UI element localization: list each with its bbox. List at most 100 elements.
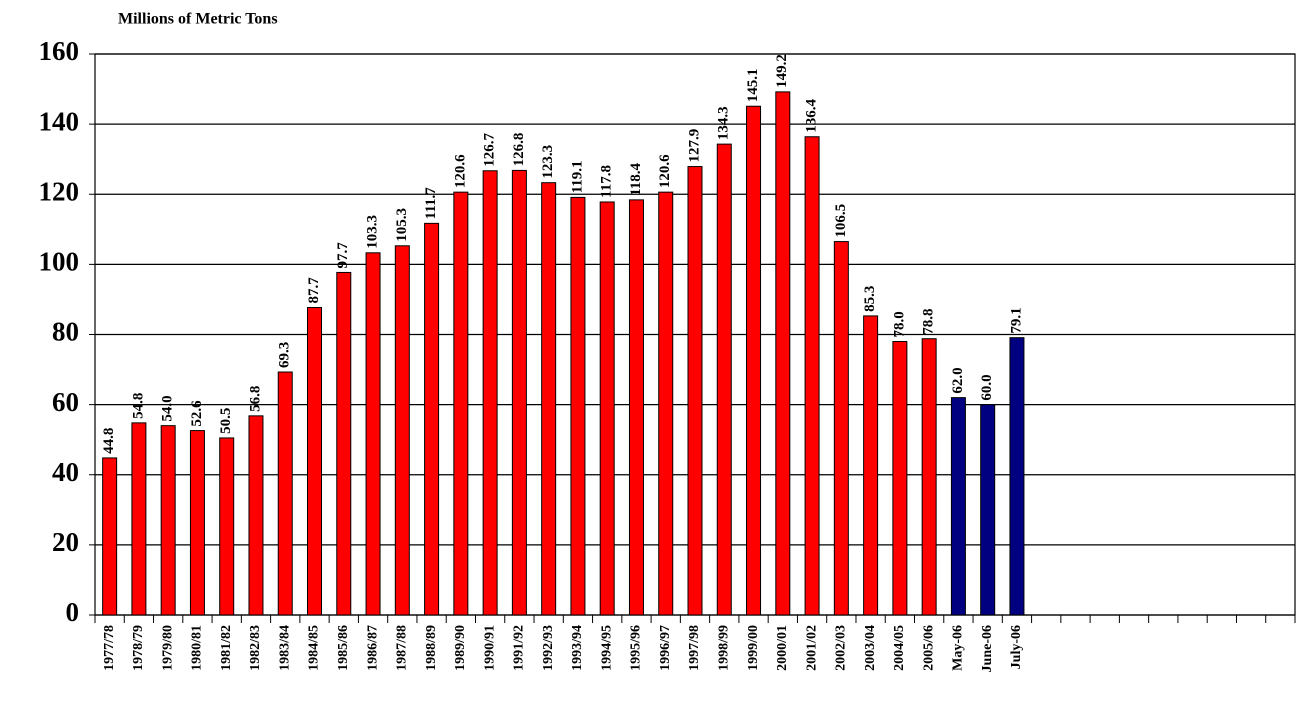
bar — [892, 341, 908, 616]
bar — [424, 222, 440, 616]
bar — [102, 457, 118, 616]
x-tick-label: 1978/79 — [131, 625, 146, 671]
value-label: 136.4 — [804, 98, 820, 132]
y-tick-label: 100 — [39, 247, 80, 277]
value-label: 85.3 — [862, 286, 878, 312]
x-tick-label: 1987/88 — [395, 625, 410, 671]
value-label: 44.8 — [101, 428, 117, 454]
bar — [570, 196, 586, 616]
x-tick-label: 1999/00 — [746, 625, 761, 671]
value-label: 120.6 — [657, 154, 673, 188]
x-tick-label: 1982/83 — [248, 625, 263, 671]
x-tick-label: 2003/04 — [863, 625, 878, 671]
y-tick-label: 80 — [52, 317, 79, 347]
bar — [336, 271, 352, 616]
x-tick-label: 2000/01 — [775, 625, 790, 671]
value-label: 79.1 — [1008, 307, 1024, 333]
value-label: 111.7 — [423, 187, 439, 220]
bar — [833, 241, 849, 616]
x-tick-label: 2002/03 — [834, 625, 849, 671]
value-label: 123.3 — [540, 145, 556, 179]
x-tick-label: 1989/90 — [453, 625, 468, 671]
x-tick-label: 1993/94 — [570, 625, 585, 671]
value-label: 50.5 — [218, 408, 234, 434]
value-label: 126.8 — [511, 133, 527, 167]
value-label: 54.8 — [130, 393, 146, 419]
value-label: 62.0 — [950, 367, 966, 393]
x-tick-label: 1990/91 — [482, 625, 497, 671]
bar — [394, 245, 410, 616]
bar — [453, 191, 469, 616]
bar — [599, 201, 615, 616]
value-label: 87.7 — [306, 277, 322, 304]
bar — [189, 430, 205, 616]
bar — [980, 404, 996, 616]
value-label: 106.5 — [833, 204, 849, 238]
bar — [746, 105, 762, 616]
value-label: 78.8 — [921, 308, 937, 334]
x-tick-label: 1994/95 — [599, 625, 614, 671]
value-label: 103.3 — [364, 215, 380, 249]
x-tick-label: 1992/93 — [541, 625, 556, 671]
bar — [511, 169, 527, 616]
x-tick-label: 1980/81 — [190, 625, 205, 671]
x-tick-label: 1995/96 — [629, 625, 644, 671]
value-label: 149.2 — [774, 54, 790, 88]
bar — [658, 191, 674, 616]
y-tick-label: 160 — [39, 36, 80, 66]
value-label: 69.3 — [277, 342, 293, 368]
x-tick-label: 1985/86 — [336, 625, 351, 671]
x-tick-label: 1988/89 — [424, 625, 439, 671]
y-tick-label: 20 — [52, 527, 79, 557]
value-label: 120.6 — [452, 154, 468, 188]
value-label: 134.3 — [716, 106, 732, 140]
bar — [687, 166, 703, 616]
x-tick-label: June-06 — [980, 625, 995, 672]
bar — [1009, 337, 1025, 616]
bar — [160, 425, 176, 616]
bar — [950, 397, 966, 616]
bar — [921, 338, 937, 616]
value-label: 60.0 — [979, 374, 995, 400]
x-tick-label: July-06 — [1009, 625, 1024, 669]
x-tick-label: 1986/87 — [365, 625, 380, 671]
y-tick-label: 140 — [39, 106, 80, 136]
x-tick-label: 1984/85 — [307, 625, 322, 671]
bar — [716, 143, 732, 616]
bar — [219, 437, 235, 616]
bar — [365, 252, 381, 616]
x-tick-label: 1996/97 — [658, 625, 673, 671]
chart-title: Millions of Metric Tons — [118, 11, 278, 28]
y-tick-label: 40 — [52, 457, 79, 487]
bar — [482, 170, 498, 616]
value-label: 56.8 — [247, 386, 263, 412]
x-tick-label: 2005/06 — [921, 625, 936, 671]
x-tick-label: 1977/78 — [102, 625, 117, 671]
value-label: 118.4 — [628, 162, 644, 195]
bar — [248, 415, 264, 616]
x-tick-label: 1997/98 — [687, 625, 702, 671]
bar — [775, 91, 791, 616]
value-label: 78.0 — [891, 311, 907, 337]
x-tick-label: 1983/84 — [277, 625, 292, 671]
y-tick-label: 0 — [66, 597, 80, 627]
value-label: 145.1 — [745, 68, 761, 102]
bar — [277, 371, 293, 616]
bar — [863, 315, 879, 616]
bar — [804, 136, 820, 616]
x-tick-label: May-06 — [951, 625, 966, 671]
value-label: 97.7 — [335, 242, 351, 269]
x-tick-label: 1991/92 — [512, 625, 527, 671]
x-tick-label: 1981/82 — [219, 625, 234, 671]
x-tick-label: 1979/80 — [160, 625, 175, 671]
bar — [131, 422, 147, 616]
x-tick-label: 2001/02 — [804, 625, 819, 671]
value-label: 119.1 — [569, 160, 585, 193]
value-label: 117.8 — [599, 165, 615, 198]
y-tick-label: 120 — [39, 176, 80, 206]
value-label: 52.6 — [189, 400, 205, 427]
value-label: 127.9 — [686, 129, 702, 163]
y-tick-label: 60 — [52, 387, 79, 417]
value-label: 54.0 — [160, 395, 176, 421]
